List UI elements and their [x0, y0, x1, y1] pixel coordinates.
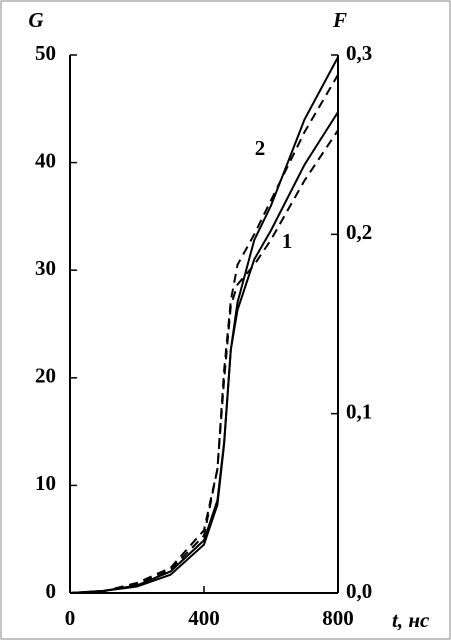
y2-tick-label: 0,1 — [346, 399, 372, 423]
data-line — [69, 74, 339, 594]
y-tick-label: 20 — [35, 364, 56, 388]
y2-axis-label: F — [332, 8, 347, 32]
x-tick-label: 0 — [65, 606, 76, 630]
data-line — [69, 56, 339, 594]
y-tick-label: 10 — [35, 471, 56, 495]
y-tick-label: 40 — [35, 148, 56, 172]
data-line — [69, 111, 339, 594]
y2-tick-label: 0,0 — [346, 579, 372, 603]
curve-label: 1 — [282, 229, 293, 253]
x-axis-label: t, нс — [392, 608, 430, 632]
x-tick-label: 800 — [322, 606, 354, 630]
y2-tick-label: 0,3 — [346, 41, 372, 65]
y-tick-label: 30 — [35, 256, 56, 280]
x-tick-label: 400 — [188, 606, 220, 630]
y-tick-label: 0 — [46, 579, 57, 603]
y-axis-label: G — [28, 8, 43, 32]
data-line — [69, 129, 339, 594]
y-tick-label: 50 — [35, 41, 56, 65]
y2-tick-label: 0,2 — [346, 220, 372, 244]
curve-label: 2 — [255, 136, 266, 160]
